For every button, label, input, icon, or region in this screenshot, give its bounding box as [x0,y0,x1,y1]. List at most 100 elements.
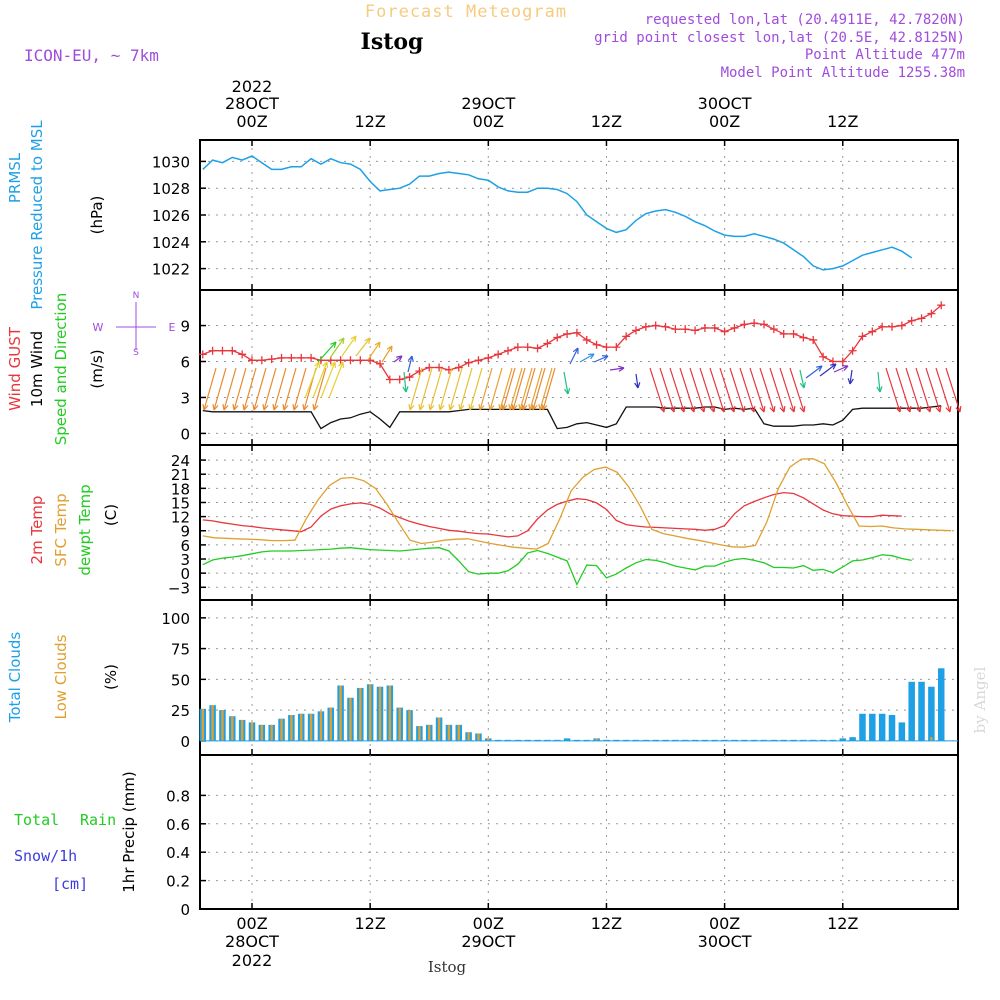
wind-direction-arrow [501,403,508,411]
wind-direction-arrow [649,367,665,413]
wind-direction-arrow [679,367,695,413]
wind-direction-arrow [438,403,445,411]
wind-speed-direction-label: Speed and Direction [52,293,70,446]
wind-direction-arrow [386,345,393,353]
wind-direction-arrow [925,405,932,413]
y-tick-label: 21 [171,466,190,484]
requested-coords: requested lon,lat (20.4911E, 42.7820N) [645,12,965,28]
pressure-line [202,155,913,271]
wind-direction-arrow [539,367,553,411]
wind-direction-arrow [609,367,625,371]
wind-direction-arrow [805,365,823,379]
wind-direction-arrow [876,386,883,393]
low-cloud-bar [290,715,293,741]
top-hour-label: 12Z [827,112,858,131]
top-hour-label: 00Z [236,112,267,131]
y-tick-label: 0 [180,565,190,583]
gust-marker [553,333,562,342]
wind-direction-arrow [749,405,756,413]
wind-direction-arrow [252,403,259,411]
y-tick-label: 1022 [152,261,190,279]
gust-marker [799,333,808,342]
wind-direction-arrow [759,367,775,413]
wind-direction-arrow [769,367,785,413]
bottom-location: Istog [428,958,467,976]
model-altitude: Model Point Altitude 1255.38m [721,65,965,81]
total-cloud-bar [869,713,876,741]
total-clouds-label: Total Clouds [6,632,24,724]
dewpoint-line [202,547,912,587]
compass-north-label: N [133,291,140,301]
location-title: Istog [361,29,424,55]
wind-direction-arrow [618,365,625,372]
wind-direction-arrow [699,405,706,413]
wind-direction-arrow [374,341,381,349]
dewpoint-label: dewpt Temp [76,484,94,575]
y-tick-label: 100 [161,610,190,628]
gust-marker [218,346,227,355]
compass-south-label: S [133,348,139,358]
wind-direction-arrow [601,355,609,361]
prmsl-label: PRMSL [6,152,24,203]
gust-marker [572,328,581,337]
wind-direction-arrow [407,355,413,373]
wind-direction-arrow [243,367,257,411]
top-date-label: 30OCT [698,94,752,113]
gust-marker [425,363,434,372]
wind-direction-arrow [429,367,443,411]
total-cloud-bar [563,738,571,741]
wind-direction-arrow [304,361,320,399]
total-cloud-bar [918,681,925,741]
wind-direction-arrow [328,361,344,399]
wind-direction-arrow [418,403,425,411]
gust-marker [533,344,542,353]
wind-direction-arrow [659,405,666,413]
wind-direction-arrow [841,365,849,371]
wind-direction-arrow [509,367,523,411]
wind-direction-arrow [925,367,941,413]
total-cloud-bar [888,715,896,741]
wind-gust-label: Wind GUST [6,326,24,411]
wind-line [202,405,942,430]
wind-direction-arrow [314,361,321,369]
wind-direction-arrow [330,341,337,348]
bottom-hour-label: 00Z [236,914,267,933]
sfc-temp-line [202,458,952,550]
wind-direction-arrow [719,367,735,413]
wind-direction-arrow [338,337,345,345]
wind-direction-arrow [915,367,931,413]
y-tick-label: 0 [180,425,190,443]
gust-marker [504,346,512,355]
bottom-hour-label: 12Z [827,914,858,933]
gust-marker [356,356,365,365]
wind-direction-arrow [508,403,515,411]
gust-marker [612,343,621,352]
wind-direction-arrow [262,403,269,411]
low-cloud-bar [300,713,303,741]
top-year-label: 2022 [232,77,273,96]
total-cloud-bar [839,738,847,741]
wind-direction-arrow [233,367,247,411]
wind-direction-arrow [799,369,805,389]
wind-direction-arrow [439,367,453,411]
y-tick-label: 15 [171,494,190,512]
wind-direction-arrow [779,405,786,413]
gust-marker [513,343,522,352]
wind-direction-arrow [322,361,329,369]
wind-direction-arrow [689,367,705,413]
gust-marker [779,329,788,338]
gust-marker [809,335,818,344]
wind-direction-arrow [532,367,546,411]
wind-direction-arrow [519,367,533,411]
wind-direction-arrow [659,367,675,413]
y-tick-label: 1026 [152,207,190,225]
low-cloud-bar [221,710,224,741]
wind-direction-arrow [709,367,725,413]
wind-direction-arrow [779,367,795,413]
low-cloud-bar [359,687,362,741]
y-tick-label: 9 [180,523,190,541]
wind-direction-arrow [512,367,526,411]
precip-snow-label: Snow/1h [14,847,77,865]
wind-direction-arrow [789,367,805,413]
